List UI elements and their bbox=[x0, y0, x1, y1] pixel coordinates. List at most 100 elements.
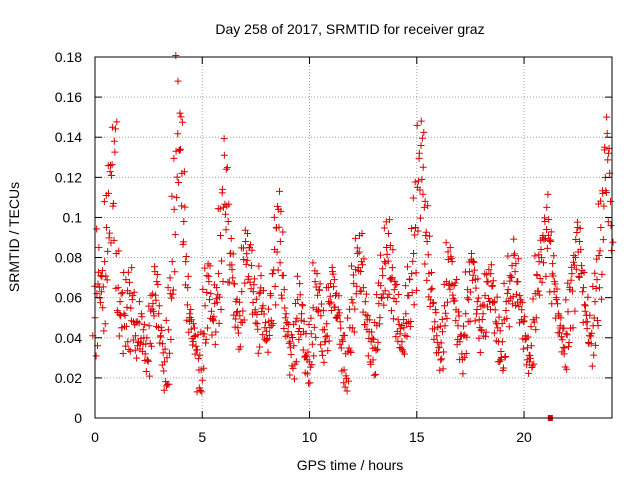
data-point bbox=[539, 259, 547, 267]
data-point bbox=[326, 292, 334, 300]
data-point bbox=[419, 163, 427, 171]
data-point bbox=[336, 318, 344, 326]
data-point bbox=[595, 252, 603, 260]
data-point bbox=[559, 343, 567, 351]
data-point bbox=[262, 337, 270, 345]
data-point bbox=[242, 238, 250, 246]
data-point bbox=[572, 236, 580, 244]
data-point bbox=[166, 274, 174, 282]
x-tick-label: 5 bbox=[198, 429, 206, 445]
data-point bbox=[512, 260, 520, 268]
data-point bbox=[246, 278, 254, 286]
data-point bbox=[448, 280, 456, 288]
data-point bbox=[205, 296, 213, 304]
data-point bbox=[147, 307, 155, 315]
data-point bbox=[375, 300, 383, 308]
data-point bbox=[168, 192, 176, 200]
data-point bbox=[523, 344, 531, 352]
data-point bbox=[576, 238, 584, 246]
data-point bbox=[311, 278, 319, 286]
data-point bbox=[212, 328, 220, 336]
data-point bbox=[316, 286, 324, 294]
data-point bbox=[528, 362, 536, 370]
data-point bbox=[130, 288, 138, 296]
data-point bbox=[221, 210, 229, 218]
y-tick-label: 0.18 bbox=[55, 49, 82, 65]
data-point bbox=[180, 168, 188, 176]
data-point bbox=[257, 272, 265, 280]
data-point bbox=[562, 296, 570, 304]
data-point bbox=[392, 333, 400, 341]
data-point bbox=[159, 349, 167, 357]
data-point bbox=[532, 314, 540, 322]
data-point bbox=[454, 336, 462, 344]
data-point bbox=[389, 246, 397, 254]
data-point bbox=[494, 358, 502, 366]
data-point bbox=[259, 331, 267, 339]
data-point bbox=[218, 257, 226, 265]
data-point bbox=[208, 331, 216, 339]
data-point bbox=[158, 361, 166, 369]
data-point bbox=[289, 364, 297, 372]
data-point bbox=[264, 305, 272, 313]
data-point bbox=[565, 343, 573, 351]
data-point bbox=[315, 286, 323, 294]
data-point bbox=[437, 339, 445, 347]
data-point bbox=[137, 310, 145, 318]
data-point bbox=[376, 251, 384, 259]
data-point bbox=[128, 296, 136, 304]
data-point bbox=[609, 238, 617, 246]
data-point bbox=[146, 339, 154, 347]
data-point bbox=[256, 288, 264, 296]
data-point bbox=[111, 125, 119, 133]
data-point bbox=[319, 351, 327, 359]
data-point bbox=[348, 296, 356, 304]
data-point bbox=[571, 253, 579, 261]
data-point bbox=[409, 257, 417, 265]
data-point bbox=[143, 334, 151, 342]
data-point bbox=[384, 229, 392, 237]
data-point bbox=[276, 187, 284, 195]
data-point bbox=[516, 292, 524, 300]
data-point bbox=[489, 282, 497, 290]
data-point bbox=[591, 298, 599, 306]
data-point bbox=[540, 236, 548, 244]
data-point bbox=[193, 388, 201, 396]
data-point bbox=[373, 291, 381, 299]
data-point bbox=[240, 256, 248, 264]
data-point bbox=[532, 326, 540, 334]
data-point bbox=[269, 320, 277, 328]
data-point bbox=[568, 287, 576, 295]
data-point bbox=[359, 284, 367, 292]
data-point bbox=[412, 269, 420, 277]
data-point bbox=[101, 320, 109, 328]
data-point bbox=[588, 362, 596, 370]
data-point bbox=[534, 287, 542, 295]
data-point bbox=[550, 252, 558, 260]
data-point bbox=[340, 379, 348, 387]
data-point bbox=[325, 337, 333, 345]
data-point bbox=[160, 367, 168, 375]
data-point bbox=[544, 231, 552, 239]
data-point bbox=[527, 342, 535, 350]
data-point bbox=[450, 297, 458, 305]
data-point bbox=[378, 294, 386, 302]
data-point bbox=[220, 151, 228, 159]
data-point bbox=[517, 296, 525, 304]
data-point bbox=[152, 296, 160, 304]
data-point bbox=[175, 178, 183, 186]
data-point bbox=[462, 349, 470, 357]
data-point bbox=[581, 301, 589, 309]
data-point bbox=[431, 325, 439, 333]
data-point bbox=[595, 284, 603, 292]
data-point bbox=[600, 146, 608, 154]
data-point bbox=[597, 295, 605, 303]
data-point bbox=[184, 272, 192, 280]
data-point bbox=[165, 349, 173, 357]
data-point bbox=[465, 296, 473, 304]
data-point bbox=[471, 317, 479, 325]
data-point bbox=[170, 154, 178, 162]
data-point bbox=[254, 349, 262, 357]
data-point bbox=[200, 330, 208, 338]
data-point bbox=[173, 194, 181, 202]
